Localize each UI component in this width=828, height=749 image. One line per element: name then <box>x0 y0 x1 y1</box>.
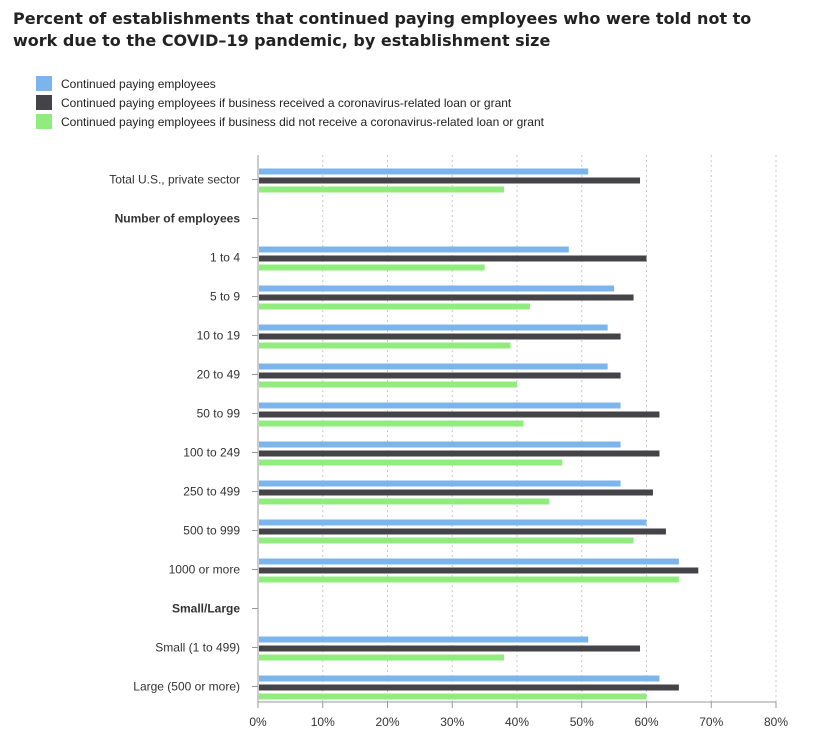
x-tick-label: 70% <box>699 715 723 729</box>
category-label: 1 to 4 <box>210 251 240 265</box>
bar-total-u-s-private-sector-series-2 <box>259 177 641 184</box>
category-label: Large (500 or more) <box>133 680 240 694</box>
category-label: 20 to 49 <box>197 368 241 382</box>
bar-total-u-s-private-sector-series-1 <box>259 168 589 175</box>
category-heading: Small/Large <box>172 602 240 616</box>
legend-label-received-loan: Continued paying employees if business r… <box>61 95 512 110</box>
bar-5-to-9-series-1 <box>259 285 615 292</box>
bar-250-to-499-series-1 <box>259 480 621 487</box>
x-tick-label: 80% <box>764 715 788 729</box>
bar-50-to-99-series-1 <box>259 402 621 409</box>
bar-500-to-999-series-3 <box>259 537 634 544</box>
category-label: 100 to 249 <box>183 446 240 460</box>
category-label: Total U.S., private sector <box>109 173 240 187</box>
bar-1000-or-more-series-1 <box>259 558 679 565</box>
bar-50-to-99-series-2 <box>259 411 660 418</box>
bar-1-to-4-series-2 <box>259 255 647 262</box>
bar-250-to-499-series-3 <box>259 498 550 505</box>
category-label: 500 to 999 <box>183 524 240 538</box>
x-tick-label: 10% <box>311 715 335 729</box>
bar-20-to-49-series-3 <box>259 381 517 388</box>
legend-label-continued-paying: Continued paying employees <box>61 76 216 91</box>
legend-item-no-loan[interactable]: Continued paying employees if business d… <box>36 112 544 131</box>
bar-5-to-9-series-2 <box>259 294 634 301</box>
bar-250-to-499-series-2 <box>259 489 653 496</box>
legend-item-received-loan[interactable]: Continued paying employees if business r… <box>36 93 544 112</box>
bar-100-to-249-series-1 <box>259 441 621 448</box>
bar-large-500-or-more-series-1 <box>259 675 660 682</box>
chart-legend: Continued paying employees Continued pay… <box>36 74 544 131</box>
bar-1000-or-more-series-3 <box>259 576 679 583</box>
x-tick-label: 50% <box>570 715 594 729</box>
category-label: Small (1 to 499) <box>155 641 240 655</box>
bar-small-1-to-499-series-3 <box>259 654 505 661</box>
bar-10-to-19-series-1 <box>259 324 608 331</box>
x-tick-label: 0% <box>249 715 267 729</box>
legend-swatch-no-loan <box>36 114 52 129</box>
legend-item-continued-paying[interactable]: Continued paying employees <box>36 74 544 93</box>
category-label: 50 to 99 <box>197 407 241 421</box>
bar-10-to-19-series-3 <box>259 342 511 349</box>
bar-100-to-249-series-3 <box>259 459 563 466</box>
bar-50-to-99-series-3 <box>259 420 524 427</box>
bar-large-500-or-more-series-2 <box>259 684 679 691</box>
category-label: 1000 or more <box>169 563 241 577</box>
bar-small-1-to-499-series-2 <box>259 645 641 652</box>
legend-swatch-continued-paying <box>36 76 52 91</box>
category-heading: Number of employees <box>115 212 241 226</box>
bar-1-to-4-series-3 <box>259 264 485 271</box>
category-label: 5 to 9 <box>210 290 240 304</box>
x-tick-label: 30% <box>440 715 464 729</box>
bar-500-to-999-series-2 <box>259 528 666 535</box>
bar-20-to-49-series-1 <box>259 363 608 370</box>
bar-large-500-or-more-series-3 <box>259 693 647 700</box>
chart-title-line-2: work due to the COVID–19 pandemic, by es… <box>13 31 551 50</box>
chart-title-line-1: Percent of establishments that continued… <box>13 9 752 28</box>
bar-5-to-9-series-3 <box>259 303 530 310</box>
bar-500-to-999-series-1 <box>259 519 647 526</box>
legend-swatch-received-loan <box>36 95 52 110</box>
bar-total-u-s-private-sector-series-3 <box>259 186 505 193</box>
bar-100-to-249-series-2 <box>259 450 660 457</box>
x-tick-label: 40% <box>505 715 529 729</box>
category-label: 10 to 19 <box>197 329 241 343</box>
bar-20-to-49-series-2 <box>259 372 621 379</box>
bar-10-to-19-series-2 <box>259 333 621 340</box>
bar-small-1-to-499-series-1 <box>259 636 589 643</box>
legend-label-no-loan: Continued paying employees if business d… <box>61 114 544 129</box>
chart-title: Percent of establishments that continued… <box>13 8 813 52</box>
x-tick-label: 60% <box>634 715 658 729</box>
category-label: 250 to 499 <box>183 485 240 499</box>
bar-1000-or-more-series-2 <box>259 567 699 574</box>
x-tick-label: 20% <box>375 715 399 729</box>
bar-1-to-4-series-1 <box>259 246 569 253</box>
